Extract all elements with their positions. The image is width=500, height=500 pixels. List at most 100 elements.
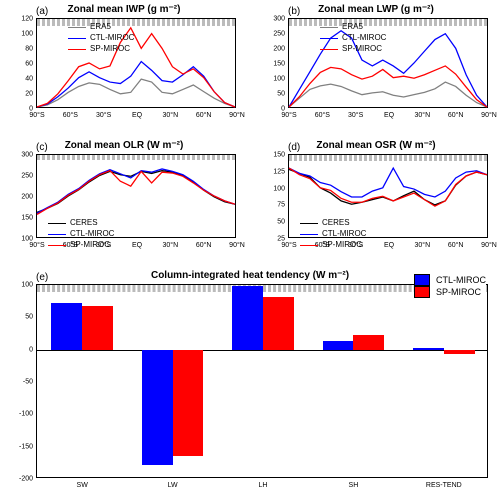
- series-sp: [289, 168, 487, 206]
- xtick: 90°N: [229, 112, 245, 119]
- ytick: -50: [23, 379, 33, 386]
- panel-tag: (a): [36, 6, 48, 17]
- panel-b: Zonal mean LWP (g m⁻²)(b)050100150200250…: [260, 4, 492, 122]
- ytick: -150: [19, 443, 33, 450]
- bar-sp: [353, 335, 384, 349]
- legend-label: SP-MIROC: [322, 240, 362, 250]
- legend-item: SP-MIROC: [68, 44, 134, 54]
- legend-item: CERES: [48, 218, 114, 228]
- xtick: 90°N: [229, 242, 245, 249]
- legend-label: SP-MIROC: [436, 287, 481, 297]
- zero-line: [37, 350, 487, 351]
- xtick: 30°N: [163, 242, 179, 249]
- ytick: 200: [21, 194, 33, 201]
- legend-swatch: [300, 234, 318, 235]
- series-sp: [37, 28, 235, 107]
- ytick: -100: [19, 411, 33, 418]
- panel-tag: (b): [288, 6, 300, 17]
- ytick: 100: [273, 185, 285, 192]
- legend-swatch: [300, 223, 318, 224]
- panel-tag: (e): [36, 272, 48, 283]
- legend-swatch: [414, 274, 430, 286]
- xtick: LH: [259, 482, 268, 489]
- legend: CERESCTL-MIROCSP-MIROC: [48, 218, 114, 251]
- bar-ctl: [232, 286, 263, 349]
- axes: 02040608010012090°S60°S30°SEQ30°N60°N90°…: [36, 18, 236, 108]
- legend-label: SP-MIROC: [70, 240, 110, 250]
- legend-swatch: [48, 223, 66, 224]
- ytick: 120: [21, 16, 33, 23]
- legend-swatch: [300, 245, 318, 246]
- xtick: 90°S: [281, 242, 296, 249]
- ytick: 100: [21, 31, 33, 38]
- xtick: EQ: [384, 242, 394, 249]
- ytick: 150: [21, 215, 33, 222]
- xtick: 60°N: [196, 112, 212, 119]
- plot: [37, 19, 235, 107]
- xtick: RES-TEND: [426, 482, 462, 489]
- legend-label: CERES: [70, 218, 98, 228]
- legend-item: ERA5: [320, 22, 386, 32]
- legend-label: CTL-MIROC: [342, 33, 386, 43]
- xtick: 60°S: [315, 112, 330, 119]
- legend-item: SP-MIROC: [48, 240, 114, 250]
- ytick: 50: [277, 91, 285, 98]
- bar-ctl: [142, 350, 173, 465]
- bar-sp: [82, 306, 113, 350]
- legend: ERA5CTL-MIROCSP-MIROC: [320, 22, 386, 55]
- bar-sp: [263, 297, 294, 350]
- ytick: 75: [277, 202, 285, 209]
- ytick: 50: [277, 219, 285, 226]
- panel-tag: (d): [288, 142, 300, 153]
- bar-ctl: [51, 303, 82, 350]
- ytick: 150: [273, 61, 285, 68]
- ytick: 250: [21, 173, 33, 180]
- xtick: EQ: [132, 242, 142, 249]
- panel-d: Zonal mean OSR (W m⁻²)(d)255075100125150…: [260, 140, 492, 252]
- ytick: 0: [29, 346, 33, 353]
- legend-label: CTL-MIROC: [322, 229, 366, 239]
- xtick: 60°N: [448, 242, 464, 249]
- legend-item: CTL-MIROC: [414, 274, 486, 286]
- xtick: 90°S: [281, 112, 296, 119]
- legend-label: SP-MIROC: [342, 44, 382, 54]
- legend: ERA5CTL-MIROCSP-MIROC: [68, 22, 134, 55]
- legend-item: CTL-MIROC: [320, 33, 386, 43]
- xtick: 90°S: [29, 242, 44, 249]
- legend-swatch: [414, 286, 430, 298]
- legend-label: CTL-MIROC: [70, 229, 114, 239]
- xtick: 30°N: [415, 112, 431, 119]
- bar-ctl: [323, 341, 354, 349]
- legend-item: CERES: [300, 218, 366, 228]
- bar-ctl: [413, 348, 444, 350]
- ytick: 250: [273, 31, 285, 38]
- ytick: 60: [25, 61, 33, 68]
- bar-sp: [173, 350, 204, 457]
- legend-item: CTL-MIROC: [300, 229, 366, 239]
- legend: CTL-MIROCSP-MIROC: [414, 274, 486, 298]
- legend-item: CTL-MIROC: [68, 33, 134, 43]
- panel-tag: (c): [36, 142, 48, 153]
- xtick: 30°S: [348, 112, 363, 119]
- xtick: EQ: [384, 112, 394, 119]
- legend-swatch: [48, 234, 66, 235]
- ytick: 300: [273, 16, 285, 23]
- legend-swatch: [68, 27, 86, 28]
- ytick: 80: [25, 46, 33, 53]
- ytick: 150: [273, 152, 285, 159]
- ytick: 100: [21, 282, 33, 289]
- panel-e: Column-integrated heat tendency (W m⁻²)(…: [8, 270, 492, 492]
- xtick: SW: [77, 482, 88, 489]
- ytick: 100: [273, 76, 285, 83]
- xtick: 90°N: [481, 242, 497, 249]
- xtick: 60°N: [196, 242, 212, 249]
- panel-a: Zonal mean IWP (g m⁻²)(a)020406080100120…: [8, 4, 240, 122]
- plot: [289, 19, 487, 107]
- legend-label: CERES: [322, 218, 350, 228]
- xtick: 60°N: [448, 112, 464, 119]
- ytick: 20: [25, 91, 33, 98]
- legend-swatch: [320, 38, 338, 39]
- ytick: -200: [19, 476, 33, 483]
- ytick: 200: [273, 46, 285, 53]
- xtick: 30°S: [96, 112, 111, 119]
